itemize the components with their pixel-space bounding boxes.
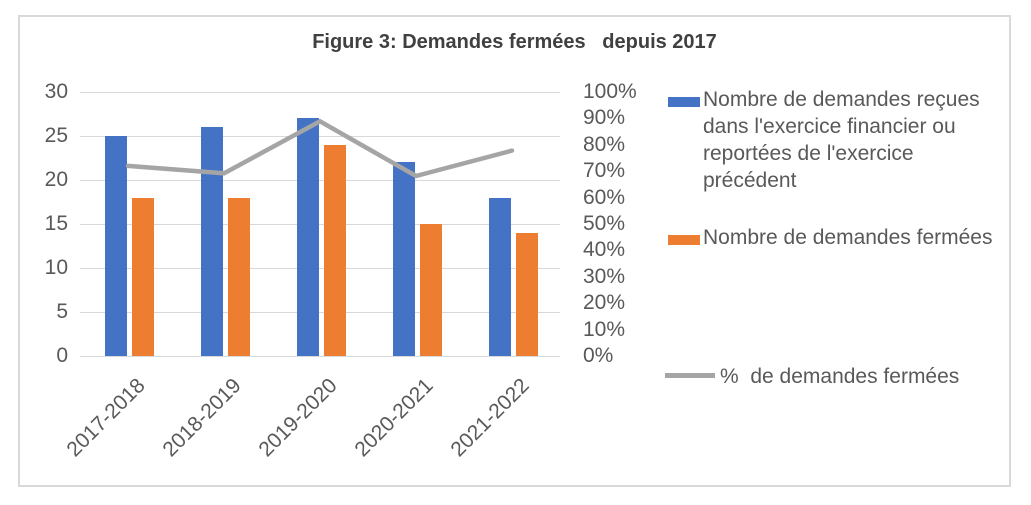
chart-title: Figure 3: Demandes fermées depuis 2017: [312, 31, 717, 53]
right-axis-tick-60%: 60%: [583, 185, 626, 209]
left-axis-tick-0: 0: [56, 344, 68, 367]
left-axis-tick-25: 25: [44, 124, 68, 147]
right-axis-tick-70%: 70%: [583, 159, 626, 183]
gridline: [80, 180, 560, 181]
left-axis-tick-10: 10: [44, 256, 68, 279]
bar-demandes-fermees-2020-2021: [420, 224, 442, 356]
right-axis-tick-80%: 80%: [583, 132, 626, 156]
right-axis-tick-10%: 10%: [583, 317, 626, 341]
gridline: [80, 268, 560, 269]
legend-swatch-line-2: [665, 373, 715, 378]
bar-demandes-fermees-2021-2022: [516, 232, 538, 356]
bar-demandes-fermees-2019-2020: [324, 144, 346, 356]
percent-fermees-line: [125, 118, 515, 179]
legend-label-1: Nombre de demandes fermées: [703, 226, 993, 249]
bar-demandes-fermees-2017-2018: [132, 197, 154, 356]
legend-swatch-bar-1: [668, 235, 700, 245]
chart-border: [18, 15, 1011, 487]
bar-demandes-recues-2021-2022: [489, 197, 511, 356]
bar-demandes-recues-2017-2018: [105, 136, 127, 356]
bar-demandes-recues-2018-2019: [201, 127, 223, 356]
bar-demandes-recues-2020-2021: [393, 162, 415, 356]
right-axis-tick-20%: 20%: [583, 291, 626, 315]
right-axis-tick-50%: 50%: [583, 212, 626, 235]
bar-demandes-recues-2019-2020: [297, 118, 319, 356]
gridline: [80, 356, 560, 357]
gridline: [80, 136, 560, 137]
legend-swatch-bar-0: [668, 97, 700, 107]
right-axis-tick-0%: 0%: [583, 344, 614, 367]
left-axis-tick-20: 20: [44, 168, 68, 191]
gridline: [80, 312, 560, 313]
left-axis-tick-5: 5: [56, 300, 68, 323]
bar-demandes-fermees-2018-2019: [228, 197, 250, 356]
left-axis-tick-15: 15: [44, 212, 68, 235]
gridline: [80, 224, 560, 225]
gridline: [80, 92, 560, 93]
left-axis-tick-30: 30: [44, 80, 68, 103]
right-axis-tick-40%: 40%: [583, 238, 626, 262]
right-axis-tick-30%: 30%: [583, 264, 626, 288]
right-axis-tick-90%: 90%: [583, 106, 626, 130]
right-axis-tick-100%: 100%: [583, 80, 637, 103]
legend-label-0: Nombre de demandes reçues dans l'exercic…: [703, 88, 980, 192]
plot-area: [80, 92, 560, 357]
legend-label-2: % de demandes fermées: [720, 365, 960, 388]
